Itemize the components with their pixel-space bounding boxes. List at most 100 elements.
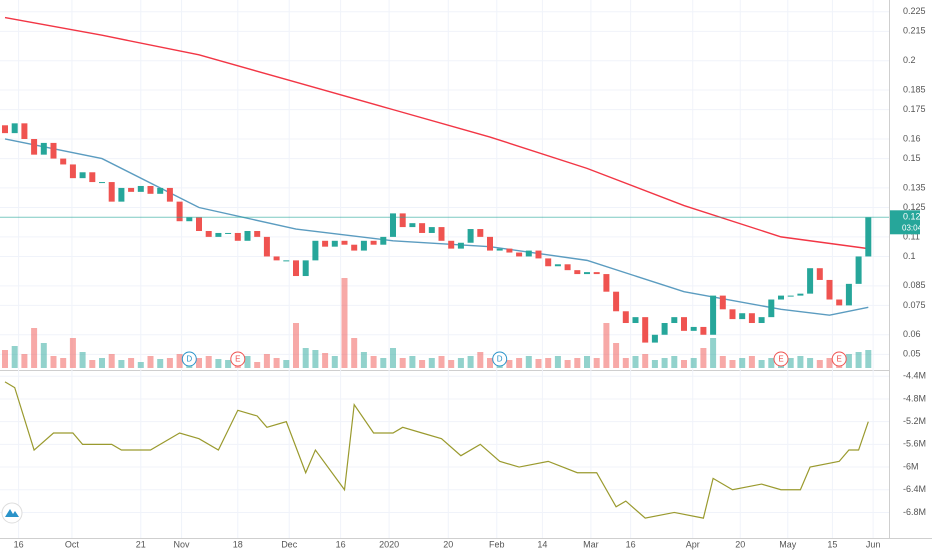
candle (263, 236, 270, 257)
volume-bar (196, 358, 202, 368)
volume-bar (603, 323, 610, 368)
candle (2, 125, 8, 134)
candle (302, 260, 309, 277)
volume-bar (438, 356, 445, 368)
event-marker (181, 351, 197, 367)
x-tick-label: 20 (443, 539, 453, 549)
candle (564, 264, 571, 271)
volume-bar (99, 358, 105, 368)
volume-bar (302, 348, 309, 368)
volume-bar (613, 343, 620, 368)
candle (710, 295, 717, 335)
volume-bar (128, 358, 135, 368)
candle (622, 311, 629, 324)
y-tick-label: 0.135 (903, 182, 926, 192)
event-marker (831, 351, 847, 367)
volume-bar (632, 356, 639, 368)
event-label: D (186, 355, 192, 364)
y-tick-label: -4.8M (903, 393, 926, 403)
indicator-line (4, 381, 869, 519)
candle (360, 240, 367, 251)
candle (11, 123, 18, 134)
candle (661, 323, 668, 335)
volume-bar (700, 348, 707, 368)
candle (79, 172, 86, 179)
event-label: E (778, 355, 783, 364)
candle (283, 260, 290, 262)
candle (157, 187, 164, 194)
candle (516, 252, 523, 257)
volume-bar (545, 358, 552, 368)
volume-bar (642, 354, 649, 368)
x-tick-label: Oct (65, 539, 80, 549)
volume-bar (729, 360, 736, 368)
candle (554, 264, 561, 267)
candle (147, 185, 154, 194)
candle (322, 240, 329, 247)
y-tick-label: 0.215 (903, 26, 926, 36)
candle (506, 248, 513, 253)
volume-bar (399, 358, 406, 368)
logo (1, 502, 23, 524)
volume-bar (457, 358, 464, 368)
candle (128, 187, 135, 192)
volume-bar (865, 350, 872, 368)
volume-bar (574, 358, 581, 368)
volume-bar (147, 356, 154, 368)
volume-bar (719, 356, 726, 368)
candle (816, 268, 823, 280)
volume-bar (554, 356, 561, 368)
y-tick-label: -6.8M (903, 507, 926, 517)
volume-bar (487, 358, 493, 368)
volume-bar (50, 356, 57, 368)
candle (399, 213, 406, 228)
volume-bar (370, 356, 377, 368)
volume-bar (826, 358, 833, 368)
volume-bar (322, 353, 329, 368)
candle (826, 279, 833, 300)
candle (642, 317, 649, 343)
y-tick-label: 0.085 (903, 280, 926, 290)
volume-bar (525, 356, 532, 368)
volume-bar (40, 343, 47, 368)
candle (108, 182, 115, 202)
x-tick-label: Apr (686, 539, 700, 549)
candle (651, 334, 658, 343)
x-tick-label: 15 (827, 539, 837, 549)
volume-bar (360, 352, 367, 368)
candle (797, 293, 804, 296)
y-tick-label: 0.175 (903, 104, 926, 114)
y-tick-label: -5.6M (903, 439, 926, 449)
volume-bar (535, 359, 542, 368)
x-tick-label: 20 (735, 539, 745, 549)
candle (719, 295, 726, 310)
candle (593, 272, 600, 275)
candle (137, 185, 144, 192)
volume-bar (651, 360, 658, 368)
candle (380, 236, 387, 245)
volume-bar (564, 360, 571, 368)
last-price-box (890, 210, 920, 235)
x-tick-label: Nov (174, 539, 191, 549)
candle (700, 326, 707, 335)
candle (438, 227, 445, 241)
x-tick-label: May (779, 539, 797, 549)
volume-bar (205, 356, 212, 368)
candle (196, 217, 202, 232)
candle (273, 256, 280, 261)
candle (855, 256, 862, 284)
candle (176, 201, 183, 222)
y-tick-label: -6.4M (903, 484, 926, 494)
candle (370, 240, 377, 245)
volume-bar (273, 358, 280, 368)
candle (21, 123, 28, 139)
candle (845, 283, 852, 306)
volume-bar (60, 358, 67, 368)
candle (331, 240, 338, 247)
y-tick-label: 0.225 (903, 6, 926, 16)
event-label: E (837, 355, 842, 364)
candle (254, 231, 261, 237)
volume-bar (11, 346, 18, 368)
candle (836, 299, 843, 306)
